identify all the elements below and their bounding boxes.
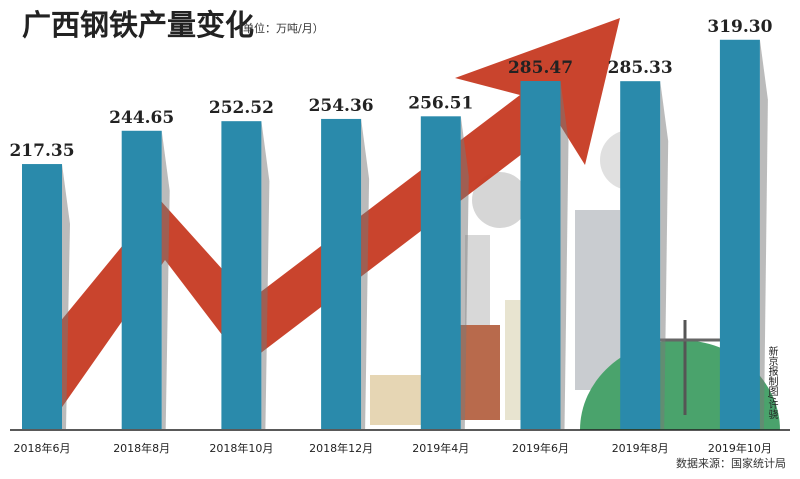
value-label: 254.36 [309,96,374,116]
bar-shadow [660,81,669,429]
smoke [472,172,528,228]
bar [520,81,561,429]
bar-shadow [460,116,469,430]
value-label: 244.65 [109,108,174,128]
bar [321,118,362,430]
value-label: 285.47 [508,58,573,78]
bar [22,164,62,429]
bar [221,121,262,429]
x-tick-label: 2018年12月 [309,441,373,455]
trend-arrow [22,18,620,410]
value-label: 217.35 [9,141,74,161]
bar-shadow [161,130,170,429]
unit-label: （单位：万吨/月） [232,22,324,35]
bar-shadow [560,81,569,429]
bar [620,81,661,429]
x-tick-label: 2019年10月 [708,441,772,455]
value-label: 319.30 [707,17,772,37]
value-label: 252.52 [209,98,274,118]
bar-shadow [361,118,370,430]
x-tick-label: 2018年6月 [14,441,71,455]
bar [420,116,461,430]
x-tick-label: 2019年6月 [512,441,569,455]
x-tick-label: 2019年8月 [612,441,669,455]
building [575,210,620,390]
bar [719,39,760,429]
value-label: 285.33 [608,58,673,78]
bar [121,130,162,429]
bar-shadow [261,121,270,429]
value-label: 256.51 [408,93,473,113]
source: 数据来源：国家统计局 [676,457,786,470]
factory [460,325,500,420]
bar-shadow [62,164,70,429]
chart-title: 广西钢铁产量变化 [22,8,255,42]
x-tick-label: 2018年10月 [209,441,273,455]
bar-shadow [759,39,768,429]
x-tick-label: 2019年4月 [412,441,469,455]
credit: 新京报制图/许骁 [766,346,777,420]
x-tick-label: 2018年8月 [113,441,170,455]
